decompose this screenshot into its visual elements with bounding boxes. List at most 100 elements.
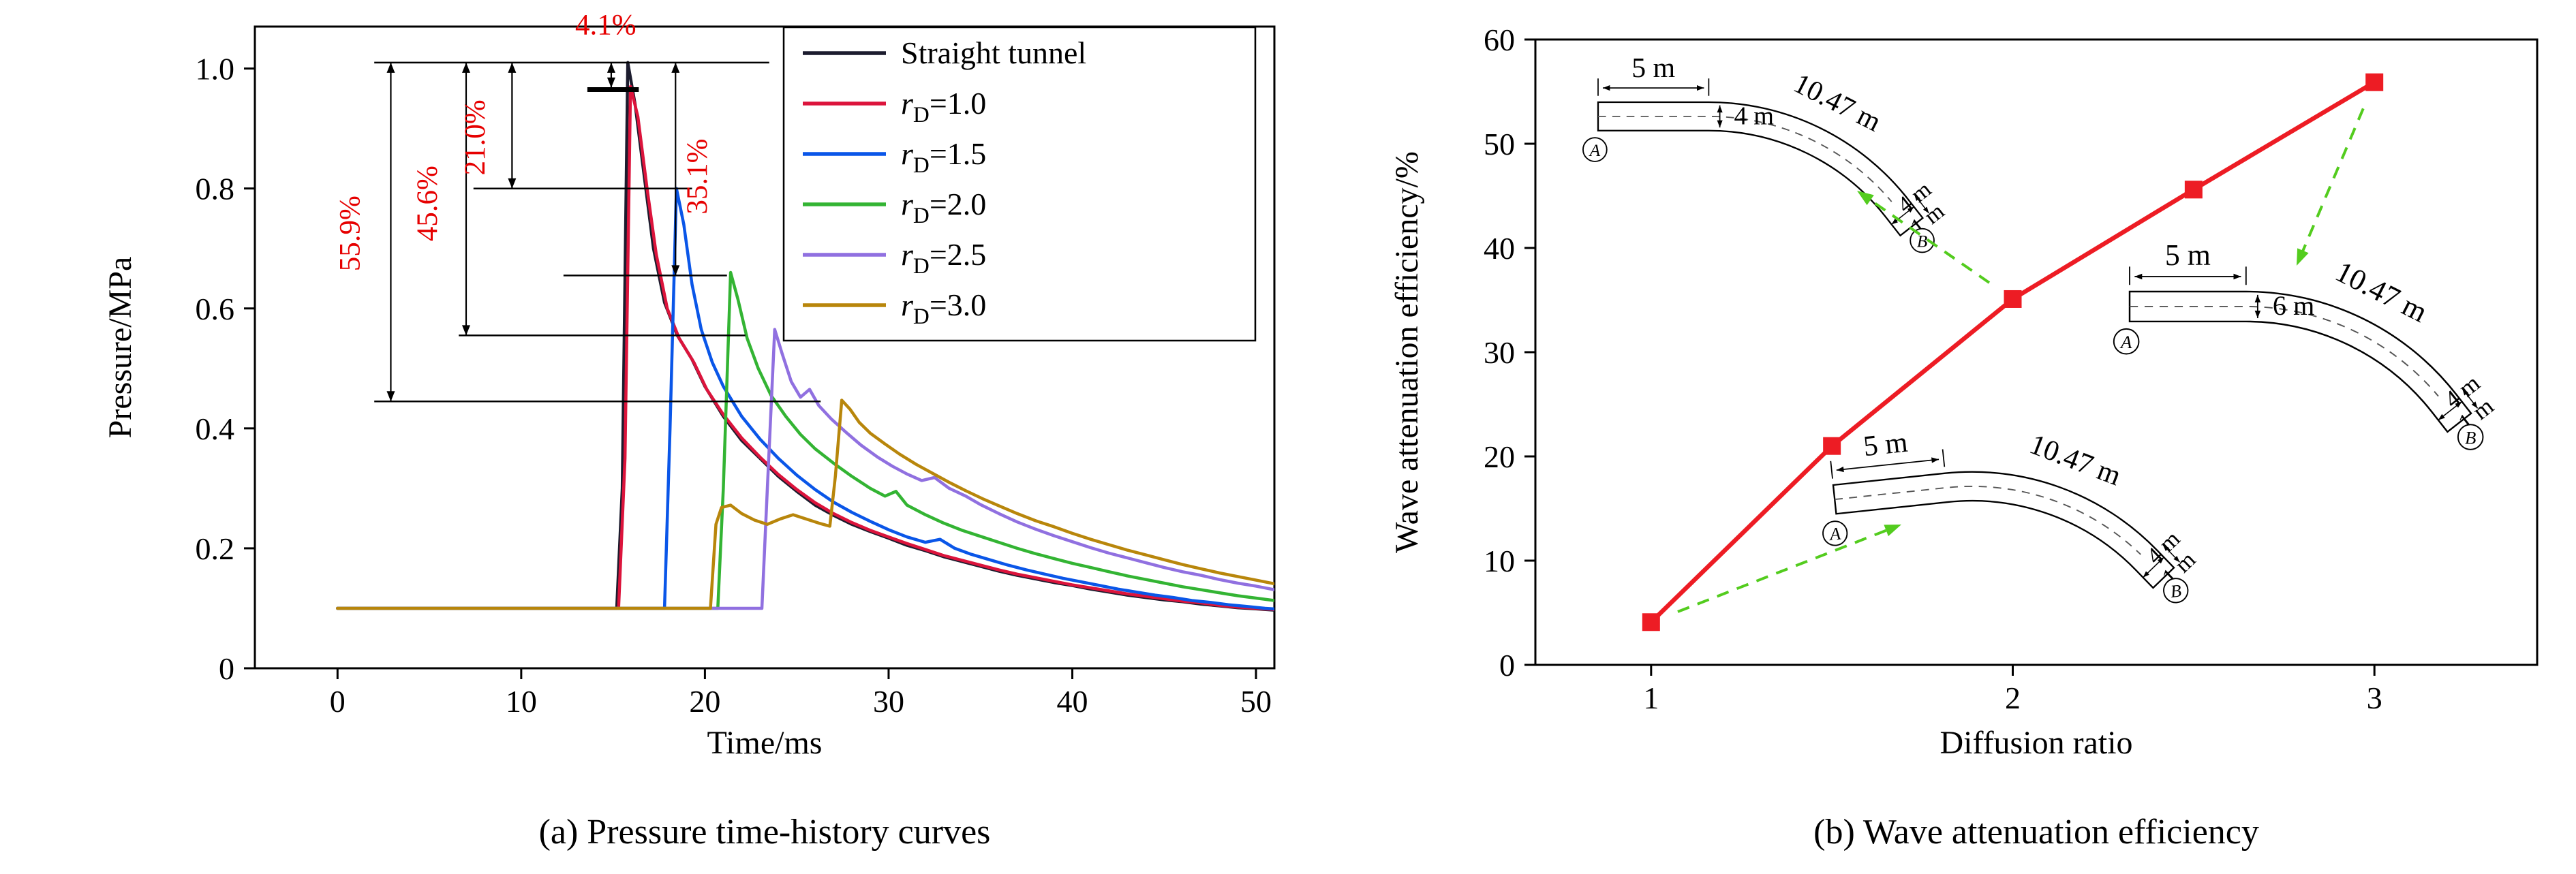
tunnel-inset: 5 m 10.47 m4 m1 mAB <box>1822 426 2201 604</box>
x-tick-label: 3 <box>2367 681 2382 715</box>
legend-box <box>782 26 1257 342</box>
panel-b: 1 2 3 0 10 20 30 40 50 60 Diffusion ratio Wave atte… <box>1288 0 2576 874</box>
annotation-label-45-6: 45.6% <box>412 166 444 241</box>
arrowhead <box>1884 525 1901 537</box>
arrowhead <box>1602 85 1610 91</box>
dim-width-label: 6 m <box>2273 290 2315 321</box>
arrowhead <box>2233 273 2241 280</box>
caption-b: (b) Wave attenuation efficiency <box>1813 813 2259 852</box>
y-tick-label: 20 <box>1484 439 1515 474</box>
pointer-arrow <box>1677 528 1890 613</box>
arrowhead <box>2462 388 2468 396</box>
pressure-time-history-chart: 0 10 20 30 40 50 0 0.2 0.4 0.6 0.8 1.0 Time/ms Pressu… <box>102 9 1276 761</box>
arrowhead <box>2471 401 2478 409</box>
x-tick-label: 2 <box>2005 681 2021 715</box>
caption-a: (a) Pressure time-history curves <box>538 813 991 852</box>
port-b-circle <box>2457 424 2484 450</box>
arrowhead <box>1931 457 1939 463</box>
port-b-label: B <box>2465 427 2476 448</box>
y-tick-label: 60 <box>1484 22 1515 57</box>
y-tick-label: 40 <box>1484 231 1515 266</box>
x-tick-label: 50 <box>1240 684 1272 719</box>
x-tick-label: 20 <box>689 684 720 719</box>
arrowhead <box>2134 273 2143 280</box>
line <box>1942 449 1946 467</box>
legend-label-straight-tunnel: Straight tunnel <box>901 35 1086 70</box>
dim-straight-label: 5 m <box>1862 426 1909 463</box>
arrowhead <box>1717 105 1723 113</box>
arrowhead <box>508 178 517 189</box>
y-tick-label: 0.6 <box>196 292 235 326</box>
x-tick-label: 40 <box>1056 684 1088 719</box>
dimension-line <box>1836 458 1939 471</box>
port-a-circle <box>1822 520 1848 546</box>
arrowhead <box>2173 555 2180 563</box>
tunnel-inset: 5 m4 m 10.47 m4 m1 mAB <box>1582 52 1949 253</box>
pointer-arrow <box>2300 108 2365 254</box>
x-tick-label: 30 <box>873 684 904 719</box>
series-r-d-2-5 <box>336 328 1274 610</box>
y-tick-label: 1.0 <box>196 52 235 87</box>
y-axis-title: Pressure/MPa <box>102 257 138 439</box>
arrowhead <box>2455 401 2462 408</box>
series-r-d-3-0 <box>336 399 1274 610</box>
legend-label-r-d-3-0: rD=3.0 <box>901 287 986 329</box>
data-point-marker <box>1823 437 1841 455</box>
y-axis-title: Wave attenuation efficiency/% <box>1389 151 1425 553</box>
y-tick-label: 50 <box>1484 127 1515 161</box>
arrowhead <box>671 265 680 276</box>
x-axis-title: Diffusion ratio <box>1939 725 2132 761</box>
x-tick-label: 0 <box>330 684 346 719</box>
port-a-circle <box>1582 137 1608 162</box>
arrowhead <box>461 325 470 336</box>
annotation-label-35-1: 35.1% <box>681 139 714 215</box>
port-a-label: A <box>1589 140 1601 160</box>
arrowhead <box>1697 85 1704 91</box>
panel-a: 0 10 20 30 40 50 0 0.2 0.4 0.6 0.8 1.0 Time/ms Pressu… <box>102 9 1276 852</box>
arrowhead <box>2254 294 2261 302</box>
y-tick-label: 0.4 <box>196 411 235 446</box>
arrowhead <box>1891 218 1899 225</box>
x-tick-label: 10 <box>506 684 537 719</box>
port-a-label: A <box>2119 332 2132 352</box>
port-b-label: B <box>2169 581 2182 602</box>
arrowhead <box>1836 466 1844 473</box>
y-tick-label: 0.8 <box>196 172 235 206</box>
arrowhead <box>386 391 395 402</box>
port-a-circle <box>2113 328 2140 355</box>
arrowhead <box>2162 544 2169 552</box>
y-tick-label: 0 <box>1499 648 1515 683</box>
series-r-d-2-0 <box>336 270 1274 610</box>
tunnel-outline <box>1832 471 2175 589</box>
dim-width-label: 4 m <box>1734 102 1775 130</box>
tunnel-centerline <box>2130 305 2439 397</box>
dim-straight-label: 5 m <box>2165 238 2211 272</box>
data-point-marker <box>1642 613 1660 631</box>
pointer-arrow <box>1867 197 1991 284</box>
line <box>1830 461 1833 479</box>
y-tick-label: 0 <box>219 651 234 686</box>
data-point-marker <box>2365 73 2384 91</box>
arrowhead <box>508 62 517 73</box>
arrowhead <box>2157 557 2164 564</box>
annotation-label-4-1: 4.1% <box>575 9 637 41</box>
arrowhead <box>2297 248 2309 266</box>
annotation-label-21-0: 21.0% <box>459 99 491 175</box>
legend-label-r-d-1-0: rD=1.0 <box>901 86 986 127</box>
legend-label-r-d-2-0: rD=2.0 <box>901 187 986 228</box>
data-point-marker <box>2004 290 2022 308</box>
arrowhead <box>386 62 395 73</box>
tunnel-inset: 5 m6 m 10.47 m4 m1 mAB <box>2113 238 2499 450</box>
arrowhead <box>2254 311 2261 319</box>
series-r-d-1-5 <box>336 187 1274 611</box>
arrowhead <box>607 62 615 73</box>
arrowhead <box>1717 120 1723 128</box>
port-b-circle <box>2163 578 2189 604</box>
x-tick-label: 1 <box>1643 681 1659 715</box>
y-tick-label: 30 <box>1484 335 1515 370</box>
y-tick-label: 0.2 <box>196 531 235 566</box>
series-attenuation-line <box>1649 80 2376 624</box>
tunnel-centerline <box>1598 115 1892 202</box>
